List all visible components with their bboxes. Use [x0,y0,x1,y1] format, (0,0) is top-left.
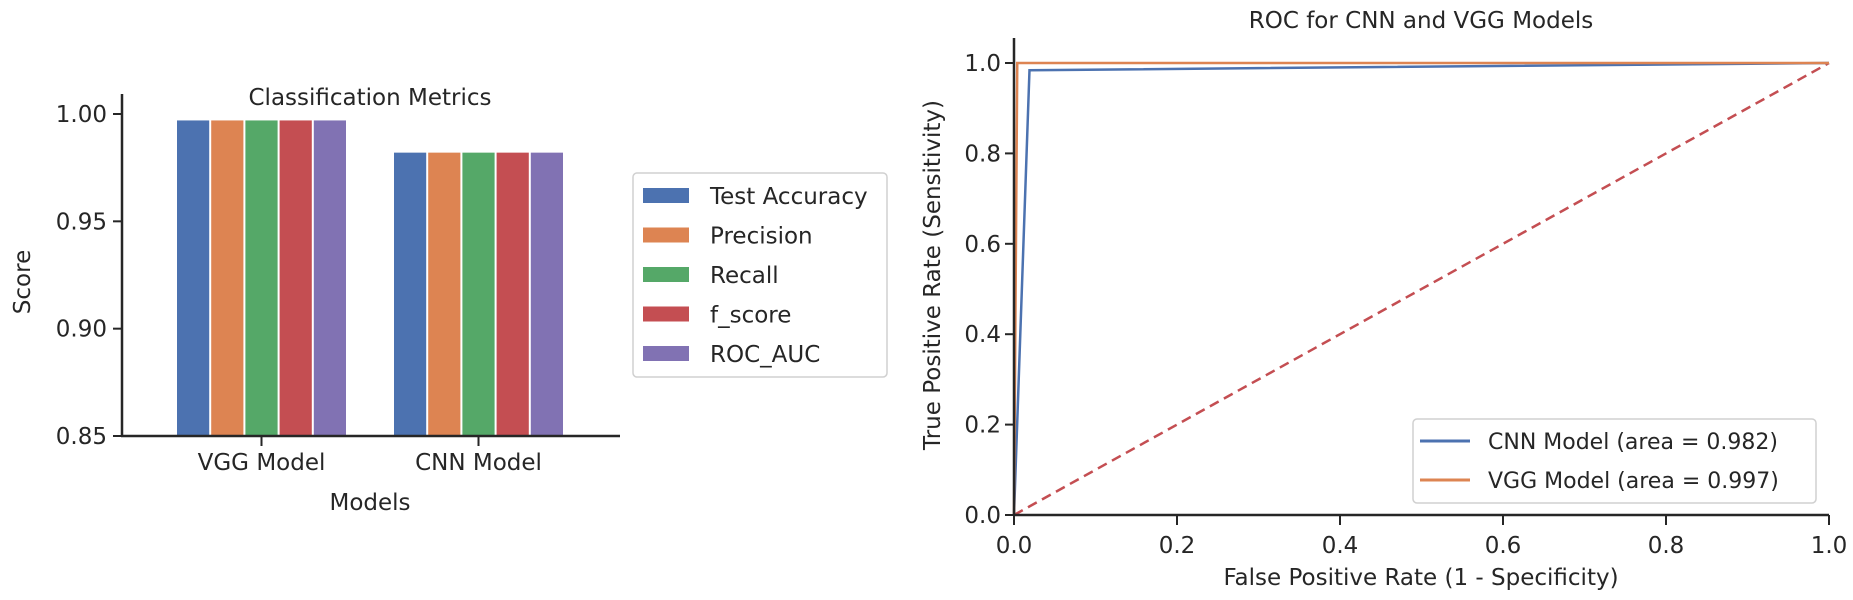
legend-frame [1412,418,1817,504]
y-tick-label: 0.95 [56,209,107,235]
bar-chart-ylabel: Score [10,250,36,314]
roc-line-cnn [1012,61,1830,516]
legend-label: Test Accuracy [709,184,868,210]
bar-chart-title: Classification Metrics [249,85,492,111]
x-tick-label: 0.8 [1648,533,1685,559]
legend-label: f_score [710,303,791,329]
bar-precision-1 [428,152,461,436]
bar-chart: Classification Metrics Score Models VGG … [10,85,888,516]
x-tick-label: 0.6 [1485,533,1522,559]
legend-label: Precision [710,224,813,250]
legend-swatch [643,346,689,361]
y-tick-label: 1.0 [964,51,1001,77]
x-tick-label: CNN Model [415,450,542,476]
bar-f-score-1 [496,152,529,436]
y-tick-label: 0.90 [56,317,107,343]
y-tick-label: 0.2 [964,413,1001,439]
bar-roc-auc-0 [313,120,346,436]
legend-label: ROC_AUC [710,342,820,368]
x-tick-label: 0.0 [996,533,1033,559]
roc-chart: ROC for CNN and VGG Models True Positive… [920,8,1847,591]
roc-chart-ylabel: True Positive Rate (Sensitivity) [920,100,946,451]
x-tick-label: 1.0 [1811,533,1848,559]
bar-precision-0 [211,120,244,436]
y-tick-label: 0.4 [964,322,1001,348]
legend-swatch [643,227,689,243]
y-tick-label: 0.85 [56,424,107,450]
x-tick-label: VGG Model [198,450,326,476]
legend-label: CNN Model (area = 0.982) [1488,430,1778,455]
legend-label: Recall [710,263,779,289]
bar-chart-xlabel: Models [329,490,410,516]
legend-swatch [643,188,689,203]
x-tick-label: 0.4 [1322,533,1359,559]
bar-test-accuracy-1 [394,152,427,436]
roc-chart-legend: CNN Model (area = 0.982) VGG Model (area … [1412,418,1817,504]
roc-chart-title: ROC for CNN and VGG Models [1249,8,1593,34]
bar-recall-0 [245,120,278,436]
roc-chart-xlabel: False Positive Rate (1 - Specificity) [1223,565,1618,591]
legend-swatch [643,306,689,322]
y-tick-label: 1.00 [56,102,107,128]
legend-label: VGG Model (area = 0.997) [1488,469,1779,494]
legend-frame [632,172,888,378]
reference-diagonal-line [1013,61,1830,517]
bar-f-score-0 [279,120,312,436]
bar-chart-legend: Test Accuracy Precision Recall f_score ROC_A… [632,172,888,378]
y-tick-label: 0.0 [964,503,1001,529]
bar-roc-auc-1 [530,152,563,436]
bar-test-accuracy-0 [177,120,210,436]
bar-recall-1 [462,152,495,436]
y-tick-label: 0.8 [964,141,1001,167]
legend-swatch [643,267,689,282]
y-tick-label: 0.6 [964,232,1001,258]
x-tick-label: 0.2 [1159,533,1196,559]
